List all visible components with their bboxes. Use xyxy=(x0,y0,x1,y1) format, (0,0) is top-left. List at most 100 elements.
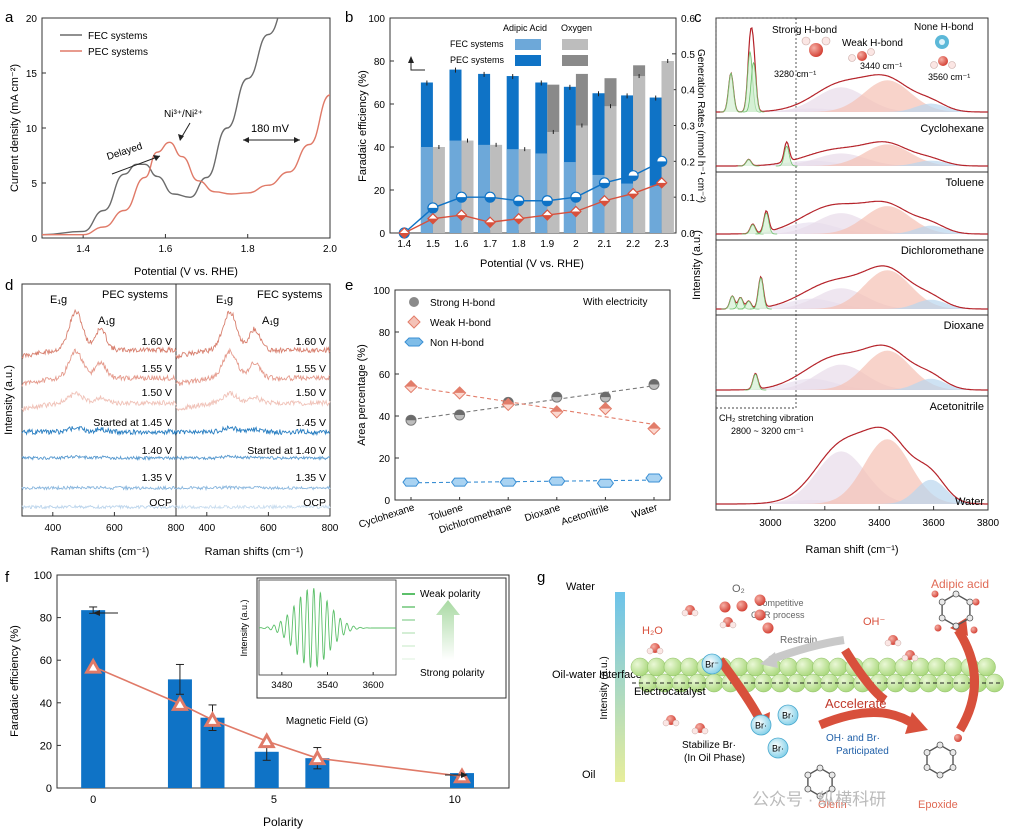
bar-fec-oxygen xyxy=(661,61,674,233)
scale-label-oil: Oil xyxy=(582,769,595,781)
x-axis-label-f: Polarity xyxy=(263,815,303,829)
label-o2: O₂ xyxy=(732,583,745,595)
y-tick-label-left-b: 100 xyxy=(368,14,385,25)
marker-strong-hbond-top xyxy=(649,379,659,385)
rate-marker-pec-fill xyxy=(513,200,524,206)
plot-frame-e xyxy=(394,289,671,501)
axis-indicator-arrow xyxy=(410,57,425,71)
y-tick-label-right-b: 0.1 xyxy=(681,193,695,204)
oxygen-atom xyxy=(754,609,766,621)
voltage-label-left: 1.60 V xyxy=(142,336,172,348)
x-tick-label-a: 2.0 xyxy=(323,244,337,255)
y-tick-label-right-b: 0.0 xyxy=(681,229,695,240)
rate-marker-pec-fill xyxy=(456,197,467,203)
bar-fec-oxygen xyxy=(633,76,646,233)
bar-faradaic-efficiency xyxy=(81,610,106,788)
y-tick-label-e: 20 xyxy=(379,454,391,465)
y-tick-label-e: 0 xyxy=(384,496,390,507)
water-hydrogen xyxy=(662,719,670,727)
raman-trace-d xyxy=(21,348,177,387)
peak-a1g-left: A₁g xyxy=(98,315,115,327)
bromine-label: Br· xyxy=(772,744,784,754)
label-strong-hbond: Strong H-bond xyxy=(772,25,837,36)
y-tick-label-f: 40 xyxy=(40,698,52,710)
triangle-marker-inner xyxy=(208,716,217,724)
water-hydrogen xyxy=(646,647,654,655)
raman-trace-d xyxy=(175,484,331,492)
catalyst-sphere xyxy=(878,657,897,677)
label-stabilize-1: Stabilize Br· xyxy=(682,740,736,751)
x-tick-label-a: 1.4 xyxy=(76,244,90,255)
solvent-label: Water xyxy=(955,496,984,508)
adipic-acid-molecule-atom xyxy=(952,590,960,598)
water-hydrogen xyxy=(901,654,909,662)
adipic-acid-molecule-atom xyxy=(952,622,960,630)
voltage-label-left: Started at 1.45 V xyxy=(93,417,172,429)
y-tick-label-left-b: 40 xyxy=(374,143,386,154)
label-3280: 3280 cm⁻¹ xyxy=(774,69,816,79)
triangle-marker-inner xyxy=(175,700,184,708)
ch2-range: 2800 ~ 3200 cm⁻¹ xyxy=(731,426,804,436)
x-tick-label-b: 2.2 xyxy=(626,239,640,250)
x-tick-label-e: Water xyxy=(631,502,660,521)
right-axis-arrow-head xyxy=(461,772,468,778)
solvent-label: Dichloromethane xyxy=(901,245,984,257)
bar-fec-oxygen xyxy=(490,144,503,233)
marker-non-hbond xyxy=(596,478,615,488)
epoxide-molecule-atom xyxy=(923,749,931,756)
bar-fec-adipic xyxy=(649,185,662,233)
left-axis-arrow-head xyxy=(93,610,100,616)
x-tick-label-d: 400 xyxy=(198,523,215,534)
y-axis-label-left-b: Faradaic efficiency (%) xyxy=(357,70,369,182)
y-tick-label-right-b: 0.4 xyxy=(681,86,695,97)
water-hydrogen xyxy=(656,647,664,655)
voltage-label-left: 1.35 V xyxy=(142,472,172,484)
oh-transfer-arrow xyxy=(841,647,888,704)
voltage-label-right: 1.55 V xyxy=(296,363,326,375)
bar-fec-adipic xyxy=(506,149,519,233)
fit-peak xyxy=(716,479,988,504)
catalyst-sphere xyxy=(680,657,699,677)
rate-marker-pec-fill xyxy=(628,175,639,181)
adipic-oxygen xyxy=(931,590,939,598)
raman-traces-d xyxy=(21,308,331,510)
panel-a: a 1.4 1.6 1.8 2.0 0 5 10 15 20 Potential (V vs. … xyxy=(5,9,337,278)
panel-c: c Cyclohexane Toluene Dichloromethane Dioxa… xyxy=(691,9,1000,556)
voltage-label-right: 1.50 V xyxy=(296,387,326,399)
ch-stretch-peak xyxy=(720,72,742,113)
adipic-oxygen xyxy=(934,624,942,632)
curve-pec xyxy=(42,94,330,236)
epoxide-oxygen xyxy=(954,734,962,742)
raman-trace-d xyxy=(175,347,331,386)
ch-stretch-peak xyxy=(755,212,778,235)
voltage-label-left: 1.40 V xyxy=(142,445,172,457)
adipic-acid-molecule-atom xyxy=(966,598,974,606)
rate-marker-fec-fill xyxy=(485,222,496,228)
legend-header-adipic: Adipic Acid xyxy=(503,23,547,33)
catalyst-sphere xyxy=(935,673,955,693)
rate-marker-fec-fill xyxy=(628,193,639,199)
fit-peak xyxy=(716,225,988,234)
solvent-label: Cyclohexane xyxy=(920,123,984,135)
y-axis-label-g: Intensity (a.u.) xyxy=(599,656,610,719)
raman-trace-d xyxy=(21,308,177,360)
label-h2o: H₂O xyxy=(642,625,663,637)
rate-marker-fec-fill xyxy=(427,218,438,224)
x-tick-label-b: 1.4 xyxy=(397,239,411,250)
y-tick-label-a: 15 xyxy=(26,69,38,80)
marker-non-hbond xyxy=(548,476,566,486)
water-hydrogen xyxy=(884,639,892,647)
x-tick-label-d: 800 xyxy=(322,523,339,534)
label-restrain: Restrain xyxy=(780,635,817,646)
catalyst-sphere xyxy=(754,673,773,693)
marker-weak-hbond-top xyxy=(599,402,612,409)
x-tick-label-f: 5 xyxy=(271,794,277,806)
raman-spectrum xyxy=(716,344,988,391)
bars-b xyxy=(420,59,674,234)
fit-peak xyxy=(716,378,988,390)
voltage-label-left: 1.55 V xyxy=(142,363,172,375)
olefin-molecule-atom xyxy=(816,764,824,772)
annotation-delayed: Delayed xyxy=(106,141,144,163)
x-tick-label-b: 2 xyxy=(573,239,579,250)
